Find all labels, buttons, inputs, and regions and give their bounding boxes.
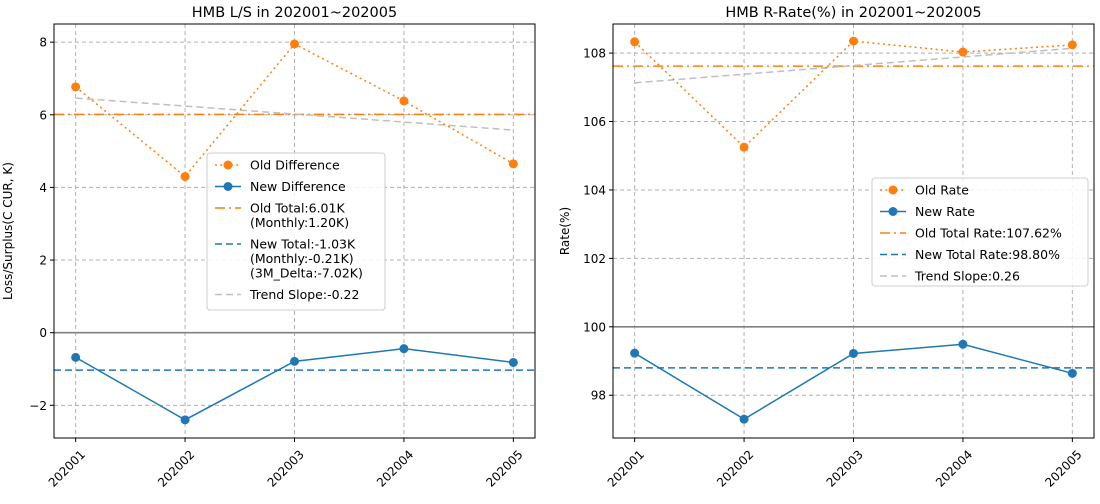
data-point	[71, 82, 81, 92]
chart-title: HMB L/S in 202001~202005	[192, 5, 397, 21]
y-tick-label: 2	[39, 254, 47, 268]
y-tick-label: 98	[591, 389, 606, 403]
trend-line	[634, 47, 1073, 84]
legend-label: New Rate	[915, 204, 975, 219]
data-point	[739, 414, 749, 424]
y-tick-label: −2	[29, 399, 47, 413]
legend-box	[206, 152, 386, 311]
x-tick-label: 202004	[933, 447, 975, 489]
legend-marker	[223, 182, 233, 191]
chart-panel-2: 98 100 102 104 106 108 202001 202002 202003 20200…	[558, 5, 1095, 490]
y-axis-label: Loss/Surplus(C CUR, K)	[1, 162, 15, 300]
series-line	[634, 40, 1073, 149]
legend-label: Old Difference	[250, 158, 340, 173]
data-point	[849, 36, 858, 46]
data-point	[630, 37, 640, 47]
data-point	[290, 356, 299, 366]
data-point	[958, 339, 968, 349]
y-tick-label: 100	[583, 320, 606, 334]
x-tick-label: 202005	[1042, 447, 1084, 489]
legend-label: New Total:-1.03K (Monthly:-0.21K) (3M_Delt…	[250, 237, 363, 281]
legend-label: New Total Rate:98.80%	[915, 247, 1060, 262]
legend-label: Trend Slope:0.26	[914, 269, 1020, 284]
chart-panel-1: −2 0 2 4 6 8 202001 202002 202003 202004 202005 HMB…	[1, 5, 536, 490]
data-point	[1067, 368, 1077, 378]
data-point	[508, 159, 518, 169]
data-point	[958, 47, 968, 57]
legend-marker	[888, 207, 898, 216]
data-point	[290, 39, 299, 49]
data-point	[508, 357, 518, 367]
x-tick-label: 202004	[374, 447, 416, 489]
legend-label: Old Total:6.01K (Monthly:1.20K)	[250, 201, 349, 231]
data-point	[180, 415, 190, 425]
y-tick-label: 6	[39, 108, 47, 122]
legend-label: Old Rate	[915, 183, 969, 198]
data-point	[399, 344, 409, 354]
data-point	[71, 352, 81, 362]
data-point	[630, 348, 640, 358]
y-tick-label: 4	[39, 181, 47, 195]
x-tick-label: 202001	[46, 447, 88, 489]
y-tick-label: 102	[583, 252, 606, 266]
y-tick-label: 104	[583, 183, 606, 197]
y-tick-label: 0	[39, 326, 47, 340]
legend-marker	[223, 160, 233, 170]
chart-title: HMB R-Rate(%) in 202001~202005	[725, 5, 981, 21]
legend: Old Difference New Difference Old Total:6.…	[206, 152, 386, 311]
x-tick-label: 202003	[824, 447, 866, 489]
x-tick-label: 202005	[483, 447, 525, 489]
legend: Old Rate New Rate Old Total Rate:107.62% Ne…	[871, 177, 1089, 287]
y-tick-label: 106	[583, 115, 606, 129]
data-point	[849, 348, 858, 358]
x-tick-label: 202003	[265, 447, 307, 489]
x-tick-label: 202002	[155, 447, 197, 489]
x-tick-label: 202001	[605, 447, 647, 489]
legend-label: Old Total Rate:107.62%	[915, 226, 1062, 241]
y-tick-label: 8	[39, 36, 47, 50]
legend-box	[871, 177, 1089, 287]
legend-marker	[888, 185, 898, 195]
y-tick-label: 108	[583, 47, 606, 61]
data-point	[1067, 40, 1077, 50]
y-axis-label: Rate(%)	[558, 207, 572, 255]
data-point	[180, 172, 190, 182]
data-point	[739, 142, 749, 152]
data-point	[399, 96, 409, 106]
x-tick-label: 202002	[714, 447, 756, 489]
legend-label: Trend Slope:-0.22	[249, 287, 359, 302]
trend-line	[75, 97, 514, 131]
legend-label: New Difference	[250, 179, 346, 194]
